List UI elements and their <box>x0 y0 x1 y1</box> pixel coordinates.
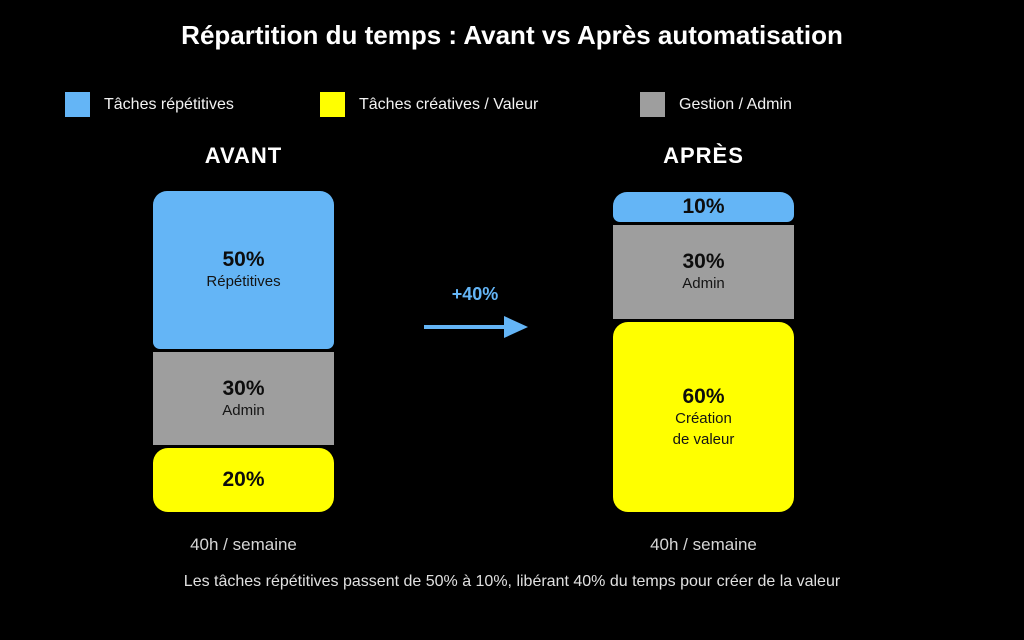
segment-label: Admin <box>222 401 265 419</box>
after-column-header: APRÈS <box>663 143 744 168</box>
after-segment-creative: 60% Création de valeur <box>613 322 794 512</box>
before-stacked-bar: 50% Répétitives 30% Admin 20% <box>153 191 334 512</box>
segment-label-line2: de valeur <box>672 430 735 448</box>
segment-percent: 60% <box>682 385 725 409</box>
segment-label: Admin <box>682 275 725 293</box>
before-hours-label: 40h / semaine <box>190 535 297 554</box>
segment-label: Création <box>675 410 732 428</box>
legend-label: Tâches répétitives <box>104 95 234 113</box>
segment-percent: 30% <box>682 250 725 274</box>
legend-swatch-blue <box>65 92 90 117</box>
after-stacked-bar: 10% 30% Admin 60% Création de valeur <box>613 192 794 512</box>
arrow-right-icon <box>424 316 528 338</box>
legend-item-creative-tasks: Tâches créatives / Valeur <box>320 92 538 117</box>
chart-caption: Les tâches répétitives passent de 50% à … <box>183 573 841 590</box>
after-segment-admin: 30% Admin <box>613 225 794 319</box>
after-segment-repetitive: 10% <box>613 192 794 222</box>
before-segment-creative: 20% <box>153 448 334 512</box>
gain-annotation: +40% <box>420 284 530 348</box>
before-column-header: AVANT <box>204 143 283 168</box>
after-hours-label: 40h / semaine <box>650 535 757 554</box>
legend-item-repetitive-tasks: Tâches répétitives <box>65 92 234 117</box>
segment-label: Répétitives <box>206 273 281 291</box>
gain-percent-label: +40% <box>451 284 499 304</box>
segment-percent: 50% <box>222 248 265 272</box>
segment-percent: 20% <box>222 468 265 492</box>
legend-label: Gestion / Admin <box>679 95 792 113</box>
before-segment-repetitive: 50% Répétitives <box>153 191 334 349</box>
page-title: Répartition du temps : Avant vs Après au… <box>181 20 843 50</box>
legend-swatch-gray <box>640 92 665 117</box>
segment-percent: 30% <box>222 376 265 400</box>
segment-percent: 10% <box>682 195 725 219</box>
legend-item-admin: Gestion / Admin <box>640 92 792 117</box>
legend-swatch-yellow <box>320 92 345 117</box>
legend-label: Tâches créatives / Valeur <box>359 95 539 113</box>
before-segment-admin: 30% Admin <box>153 352 334 445</box>
